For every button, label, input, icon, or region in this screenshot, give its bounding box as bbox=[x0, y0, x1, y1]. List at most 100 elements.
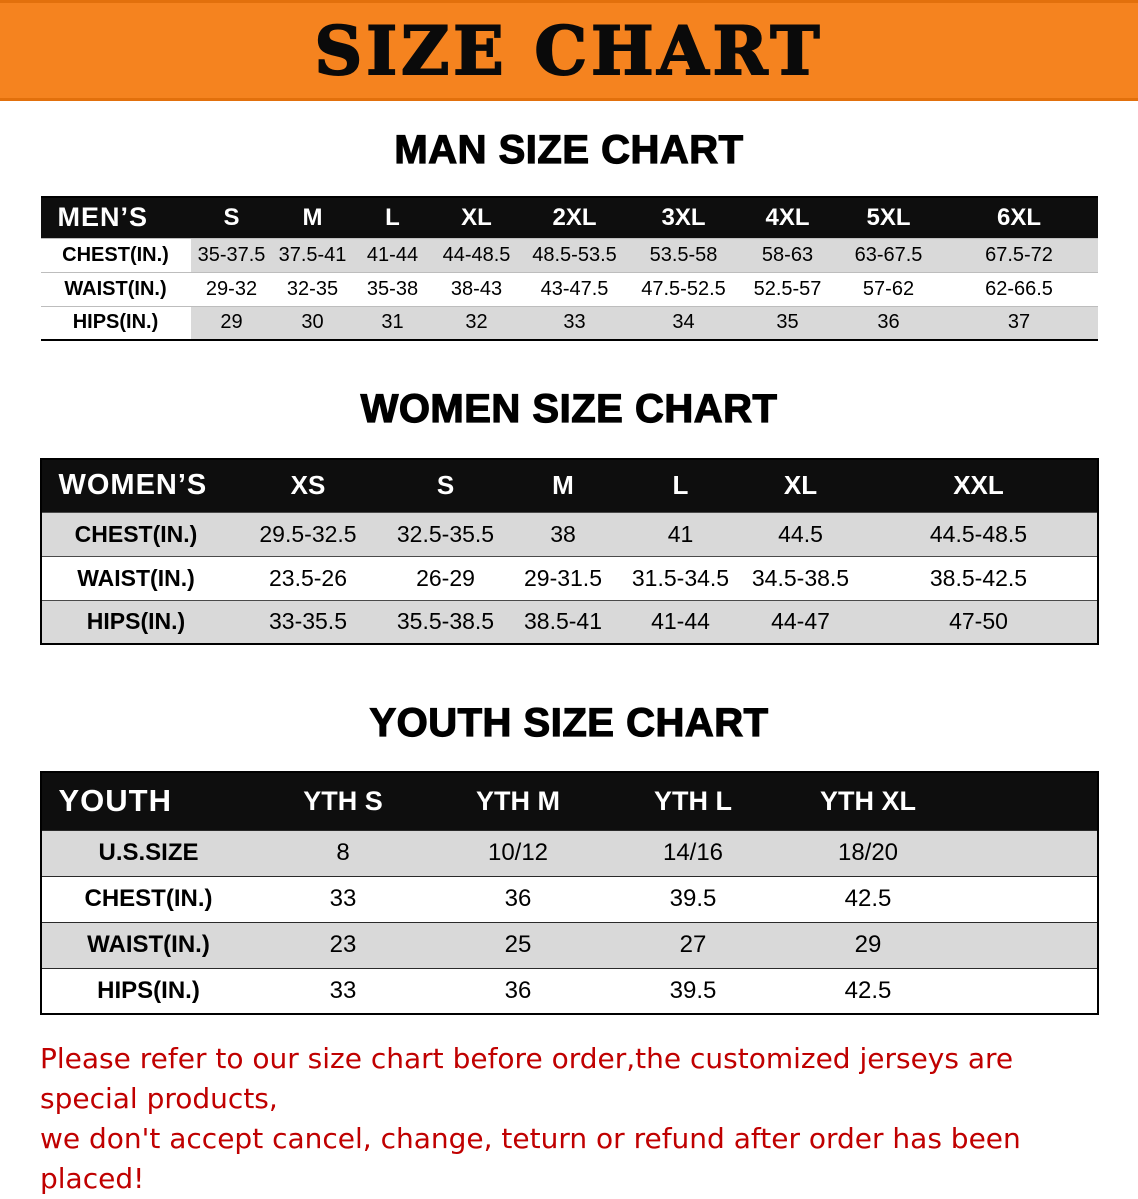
size-cell: 33 bbox=[520, 306, 629, 340]
size-cell: 29 bbox=[780, 922, 956, 968]
row-label: WAIST(IN.) bbox=[64, 277, 167, 300]
row-label: WAIST(IN.) bbox=[77, 564, 195, 591]
men-size-table: MEN’S S M L XL 2XL 3XL 4XL 5XL 6XL CHEST… bbox=[40, 196, 1098, 341]
size-cell: 27 bbox=[605, 922, 781, 968]
size-col-header: YTH XL bbox=[819, 785, 916, 816]
spacer-cell bbox=[955, 922, 1098, 968]
size-col-header: XL bbox=[783, 470, 818, 501]
size-cell: 33 bbox=[329, 885, 357, 912]
size-col-header: XS bbox=[290, 470, 326, 501]
table-row: HIPS(IN.) 33-35.5 35.5-38.5 38.5-41 41-4… bbox=[40, 600, 1098, 644]
size-cell: 39.5 bbox=[669, 885, 717, 912]
size-cell: 42.5 bbox=[844, 976, 892, 1004]
row-label: CHEST(IN.) bbox=[84, 885, 213, 912]
row-label: HIPS(IN.) bbox=[40, 600, 231, 644]
women-size-table: WOMEN’S XS S M L XL XXL CHEST(IN.) 29.5-… bbox=[39, 458, 1099, 645]
header-spacer bbox=[956, 772, 1098, 830]
size-col-header: 3XL bbox=[661, 203, 706, 231]
size-cell: 39.5 bbox=[669, 976, 717, 1004]
size-cell: 37 bbox=[940, 306, 1098, 340]
size-cell: 42.5 bbox=[844, 885, 892, 912]
size-col-header: YTH M bbox=[476, 785, 560, 816]
size-cell: 32.5-35.5 bbox=[385, 512, 506, 556]
disclaimer-note: Please refer to our size chart before or… bbox=[40, 1039, 1100, 1199]
youth-size-table: YOUTH YTH S YTH M YTH L YTH XL U.S.SIZE … bbox=[39, 771, 1099, 1015]
size-cell: 38-43 bbox=[450, 277, 503, 300]
size-cell: 31.5-34.5 bbox=[631, 564, 730, 591]
men-section-heading: MAN SIZE CHART bbox=[394, 127, 744, 172]
size-col-header: 2XL bbox=[552, 203, 597, 231]
size-cell: 29.5-32.5 bbox=[230, 512, 386, 556]
disclaimer-line-1: Please refer to our size chart before or… bbox=[40, 1042, 1014, 1115]
size-cell: 10/12 bbox=[430, 830, 606, 876]
size-cell: 25 bbox=[430, 922, 606, 968]
size-cell: 57-62 bbox=[862, 277, 915, 300]
size-cell: 52.5-57 bbox=[753, 277, 822, 300]
size-cell: 18/20 bbox=[780, 830, 956, 876]
men-header-row: MEN’S S M L XL 2XL 3XL 4XL 5XL 6XL bbox=[40, 197, 1098, 238]
size-cell: 23.5-26 bbox=[268, 564, 347, 591]
size-col-header: 4XL bbox=[765, 203, 810, 231]
size-cell: 29-32 bbox=[205, 277, 258, 300]
size-cell: 36 bbox=[504, 885, 532, 912]
size-cell: 41-44 bbox=[620, 600, 741, 644]
spacer-cell bbox=[956, 968, 1098, 1014]
size-col-header: S bbox=[223, 203, 240, 231]
size-cell: 41-44 bbox=[352, 238, 433, 272]
size-cell: 38.5-42.5 bbox=[929, 564, 1028, 591]
size-cell: 35 bbox=[738, 306, 837, 340]
size-cell: 63-67.5 bbox=[836, 238, 941, 272]
row-label: HIPS(IN.) bbox=[40, 306, 191, 340]
size-col-header: YTH S bbox=[303, 785, 383, 816]
table-row: HIPS(IN.) 29 30 31 32 33 34 35 36 37 bbox=[40, 306, 1098, 340]
table-row: U.S.SIZE 8 10/12 14/16 18/20 bbox=[40, 830, 1098, 876]
size-cell: 29-31.5 bbox=[523, 564, 602, 591]
size-cell: 37.5-41 bbox=[272, 238, 353, 272]
size-cell: 44.5 bbox=[740, 512, 861, 556]
size-col-header: 5XL bbox=[866, 203, 911, 231]
row-label: HIPS(IN.) bbox=[97, 976, 200, 1004]
women-header-row: WOMEN’S XS S M L XL XXL bbox=[40, 459, 1098, 512]
size-cell: 38.5-41 bbox=[505, 600, 621, 644]
table-row: CHEST(IN.) 33 36 39.5 42.5 bbox=[40, 876, 1098, 922]
size-cell: 36 bbox=[504, 976, 532, 1004]
size-cell: 14/16 bbox=[605, 830, 781, 876]
size-cell: 38 bbox=[505, 512, 621, 556]
women-table-title: WOMEN’S bbox=[58, 469, 208, 502]
size-cell: 30 bbox=[272, 306, 353, 340]
size-col-header: L bbox=[385, 203, 400, 231]
size-cell: 44-48.5 bbox=[432, 238, 521, 272]
spacer-cell bbox=[956, 876, 1098, 922]
table-row: WAIST(IN.) 23 25 27 29 bbox=[40, 922, 1098, 968]
table-row: WAIST(IN.) 29-32 32-35 35-38 38-43 43-47… bbox=[40, 272, 1098, 306]
size-cell: 34 bbox=[628, 306, 739, 340]
women-section-heading: WOMEN SIZE CHART bbox=[360, 386, 778, 431]
size-col-header: YTH L bbox=[654, 785, 732, 816]
men-table-title: MEN’S bbox=[57, 202, 149, 233]
disclaimer-line-2: we don't accept cancel, change, teturn o… bbox=[40, 1122, 1021, 1195]
size-cell: 26-29 bbox=[416, 564, 475, 591]
size-col-header: XXL bbox=[953, 470, 1004, 501]
youth-header-row: YOUTH YTH S YTH M YTH L YTH XL bbox=[40, 772, 1098, 830]
size-cell: 35.5-38.5 bbox=[385, 600, 506, 644]
size-col-header: S bbox=[436, 470, 455, 501]
size-cell: 36 bbox=[836, 306, 941, 340]
size-cell: 33-35.5 bbox=[230, 600, 386, 644]
size-cell: 62-66.5 bbox=[985, 277, 1053, 300]
size-cell: 53.5-58 bbox=[628, 238, 739, 272]
spacer-cell bbox=[955, 830, 1098, 876]
size-cell: 8 bbox=[255, 830, 431, 876]
size-cell: 35-37.5 bbox=[190, 238, 273, 272]
row-label: U.S.SIZE bbox=[40, 830, 256, 876]
youth-table-title: YOUTH bbox=[58, 783, 172, 819]
row-label: CHEST(IN.) bbox=[40, 238, 191, 272]
table-row: HIPS(IN.) 33 36 39.5 42.5 bbox=[40, 968, 1098, 1014]
size-cell: 34.5-38.5 bbox=[751, 564, 850, 591]
row-label: CHEST(IN.) bbox=[40, 512, 231, 556]
size-cell: 47.5-52.5 bbox=[641, 277, 726, 300]
table-row: CHEST(IN.) 29.5-32.5 32.5-35.5 38 41 44.… bbox=[40, 512, 1098, 556]
size-cell: 47-50 bbox=[860, 600, 1098, 644]
size-cell: 31 bbox=[352, 306, 433, 340]
size-cell: 23 bbox=[255, 922, 431, 968]
